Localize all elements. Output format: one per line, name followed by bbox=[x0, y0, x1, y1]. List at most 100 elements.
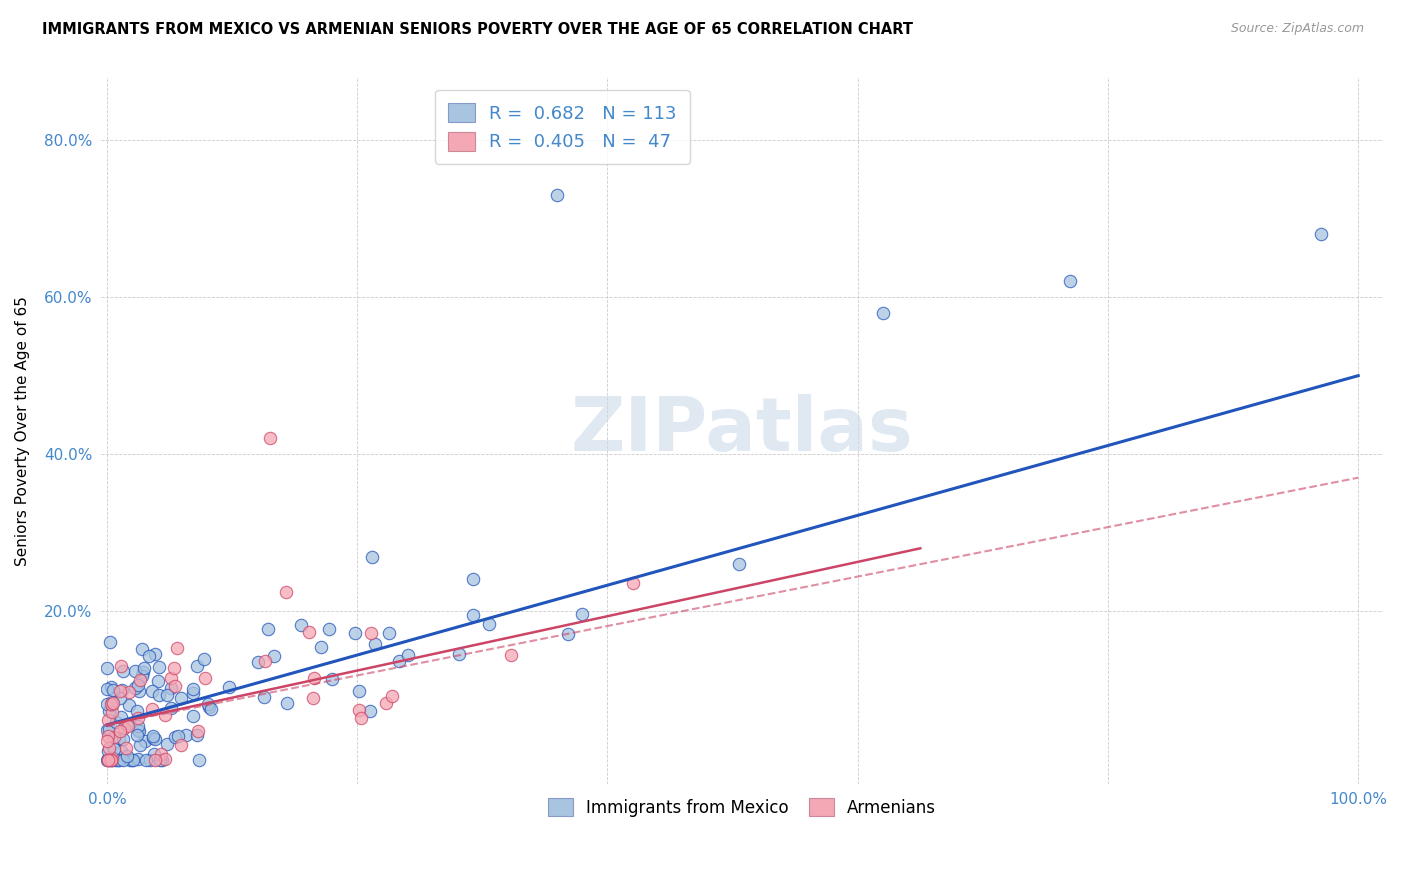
Point bbox=[97, 752, 120, 766]
Point bbox=[153, 752, 176, 766]
Point bbox=[302, 671, 325, 685]
Point bbox=[100, 753, 122, 767]
Point bbox=[111, 665, 134, 679]
Point bbox=[160, 671, 183, 685]
Point bbox=[499, 648, 522, 663]
Point bbox=[163, 679, 186, 693]
Point bbox=[461, 572, 484, 586]
Point bbox=[343, 625, 366, 640]
Point bbox=[259, 432, 281, 446]
Point bbox=[309, 640, 332, 654]
Point bbox=[166, 640, 188, 655]
Point bbox=[143, 747, 166, 762]
Point bbox=[301, 690, 323, 705]
Point bbox=[321, 672, 343, 686]
Point bbox=[388, 655, 411, 669]
Text: ZIPatlas: ZIPatlas bbox=[571, 394, 914, 467]
Point bbox=[276, 696, 298, 710]
Point bbox=[197, 697, 219, 711]
Point bbox=[103, 742, 125, 756]
Point bbox=[96, 682, 118, 697]
Point bbox=[100, 697, 122, 711]
Point bbox=[101, 698, 124, 712]
Text: Source: ZipAtlas.com: Source: ZipAtlas.com bbox=[1230, 22, 1364, 36]
Point bbox=[623, 576, 645, 591]
Point bbox=[187, 724, 209, 739]
Point bbox=[359, 704, 381, 718]
Point bbox=[546, 188, 568, 202]
Point bbox=[197, 699, 219, 714]
Point bbox=[97, 753, 120, 767]
Point bbox=[98, 635, 121, 649]
Point bbox=[194, 671, 217, 685]
Point bbox=[118, 698, 141, 713]
Point bbox=[128, 673, 150, 688]
Point bbox=[108, 690, 131, 705]
Point bbox=[98, 722, 121, 736]
Point bbox=[349, 683, 371, 698]
Point bbox=[131, 642, 153, 657]
Point bbox=[363, 636, 385, 650]
Point bbox=[110, 682, 132, 697]
Point bbox=[124, 681, 146, 695]
Point bbox=[98, 741, 121, 756]
Point bbox=[97, 744, 120, 758]
Point bbox=[117, 685, 139, 699]
Point bbox=[728, 558, 751, 572]
Point bbox=[97, 713, 120, 727]
Point bbox=[872, 306, 894, 320]
Point bbox=[181, 686, 204, 700]
Point bbox=[96, 697, 118, 711]
Point bbox=[160, 681, 183, 695]
Point bbox=[254, 654, 277, 668]
Point bbox=[139, 753, 162, 767]
Point bbox=[142, 731, 165, 745]
Point bbox=[103, 731, 125, 745]
Point bbox=[129, 738, 152, 752]
Point bbox=[557, 627, 579, 641]
Point bbox=[163, 730, 186, 744]
Point bbox=[142, 730, 165, 744]
Point bbox=[112, 731, 135, 746]
Point bbox=[143, 732, 166, 747]
Point bbox=[350, 711, 373, 725]
Point bbox=[163, 661, 186, 675]
Point bbox=[143, 753, 166, 767]
Point bbox=[131, 669, 153, 683]
Point bbox=[253, 690, 276, 705]
Point bbox=[378, 625, 401, 640]
Point bbox=[121, 753, 143, 767]
Point bbox=[108, 683, 131, 698]
Point bbox=[149, 753, 172, 767]
Point bbox=[571, 607, 593, 621]
Point bbox=[186, 729, 208, 743]
Point bbox=[156, 737, 179, 751]
Point bbox=[134, 734, 156, 748]
Point bbox=[193, 652, 215, 666]
Point bbox=[478, 616, 501, 631]
Point bbox=[463, 608, 485, 623]
Point bbox=[100, 680, 122, 694]
Point bbox=[117, 719, 139, 733]
Point bbox=[108, 731, 131, 745]
Point bbox=[101, 751, 124, 765]
Point bbox=[124, 664, 146, 678]
Point bbox=[101, 705, 124, 719]
Point bbox=[298, 625, 321, 640]
Point bbox=[108, 753, 131, 767]
Point bbox=[148, 688, 170, 702]
Point bbox=[290, 618, 312, 632]
Point bbox=[187, 753, 209, 767]
Point bbox=[97, 730, 120, 744]
Point bbox=[112, 721, 135, 735]
Point bbox=[396, 648, 419, 662]
Point bbox=[96, 753, 118, 767]
Point bbox=[96, 661, 118, 675]
Point bbox=[374, 696, 396, 710]
Point bbox=[121, 753, 143, 767]
Point bbox=[96, 734, 118, 748]
Point bbox=[150, 753, 173, 767]
Point bbox=[156, 688, 179, 702]
Legend: Immigrants from Mexico, Armenians: Immigrants from Mexico, Armenians bbox=[540, 789, 945, 825]
Point bbox=[263, 648, 285, 663]
